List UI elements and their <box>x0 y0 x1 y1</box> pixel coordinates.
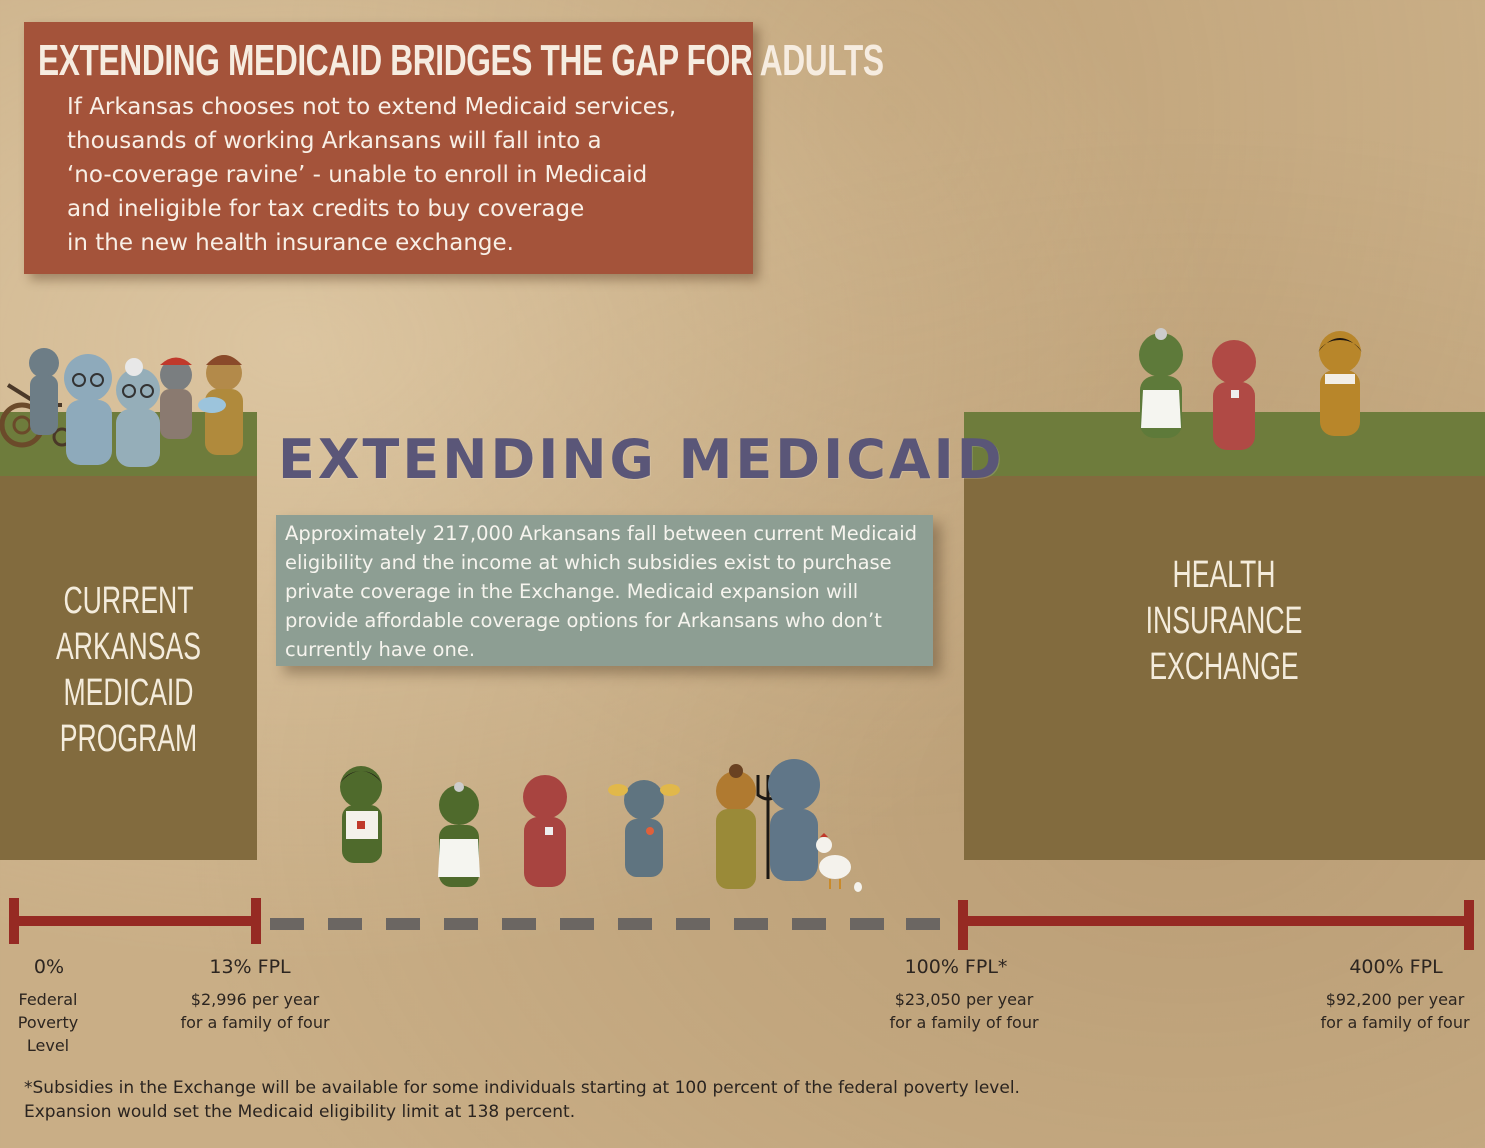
bar-cap <box>1464 900 1474 950</box>
gap-dash <box>270 918 304 930</box>
chicken-icon <box>816 833 862 892</box>
gap-dash <box>328 918 362 930</box>
bar-cap <box>251 898 261 944</box>
left-cliff-label: CURRENT ARKANSAS MEDICAID PROGRAM <box>56 580 201 760</box>
gap-dash <box>560 918 594 930</box>
person-figure <box>116 358 160 467</box>
header-title: EXTENDING MEDICAID BRIDGES THE GAP FOR A… <box>38 36 884 85</box>
right-figure-group <box>1135 328 1375 455</box>
gap-dash <box>502 918 536 930</box>
gap-dash <box>850 918 884 930</box>
bar-cap <box>9 898 19 944</box>
medicaid-range-bar <box>9 916 261 926</box>
tick-label-13: 13% FPL <box>209 956 291 978</box>
gap-dash <box>676 918 710 930</box>
person-figure <box>608 780 680 877</box>
left-figure-group <box>0 345 260 470</box>
person-figure <box>1212 340 1256 450</box>
tick-label-100: 100% FPL* <box>904 956 1008 978</box>
person-figure <box>64 354 112 465</box>
person-figure <box>340 766 382 863</box>
tick-desc-100: $23,050 per year for a family of four <box>889 990 1039 1032</box>
right-cliff-label: HEALTH INSURANCE EXCHANGE <box>1145 554 1303 688</box>
header-body: If Arkansas chooses not to extend Medica… <box>67 94 677 256</box>
person-figure <box>1318 331 1362 436</box>
header-box: EXTENDING MEDICAID BRIDGES THE GAP FOR A… <box>24 22 884 274</box>
gap-dash <box>386 918 420 930</box>
right-cliff <box>964 476 1485 860</box>
footnote: *Subsidies in the Exchange will be avail… <box>24 1078 1020 1122</box>
person-figure <box>523 775 567 887</box>
gap-dash <box>734 918 768 930</box>
info-box: Approximately 217,000 Arkansans fall bet… <box>276 515 933 666</box>
person-figure <box>438 782 480 887</box>
person-figure <box>198 355 243 455</box>
tick-label-0: 0% <box>33 956 65 978</box>
tick-desc-13: $2,996 per year for a family of four <box>180 990 330 1032</box>
gap-dash <box>906 918 940 930</box>
gap-dash <box>618 918 652 930</box>
person-figure <box>160 357 192 439</box>
info-text: Approximately 217,000 Arkansans fall bet… <box>285 522 917 661</box>
exchange-range-bar <box>958 916 1474 926</box>
left-cliff <box>0 476 257 860</box>
person-figure <box>716 764 756 889</box>
gap-dash <box>792 918 826 930</box>
gap-dash <box>444 918 478 930</box>
person-figure <box>1139 328 1183 438</box>
tick-desc-0: Federal Poverty Level <box>17 990 79 1055</box>
tick-label-400: 400% FPL <box>1349 956 1443 978</box>
bar-cap <box>958 900 968 950</box>
person-figure <box>29 348 59 435</box>
ravine-figure-group <box>330 755 870 900</box>
tick-desc-400: $92,200 per year for a family of four <box>1320 990 1470 1032</box>
person-figure <box>768 759 820 881</box>
middle-title: EXTENDING MEDICAID <box>278 428 1005 491</box>
